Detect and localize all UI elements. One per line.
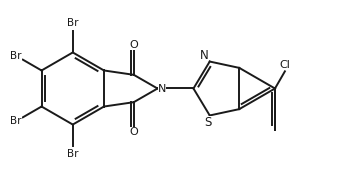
Text: N: N [200,49,208,62]
Text: N: N [158,84,166,93]
Text: S: S [204,116,212,129]
Text: Br: Br [10,116,22,126]
Text: Cl: Cl [279,60,290,70]
Text: O: O [130,40,138,50]
Text: O: O [130,127,138,137]
Text: Br: Br [67,149,79,159]
Text: Br: Br [67,18,79,28]
Text: Br: Br [10,51,22,61]
